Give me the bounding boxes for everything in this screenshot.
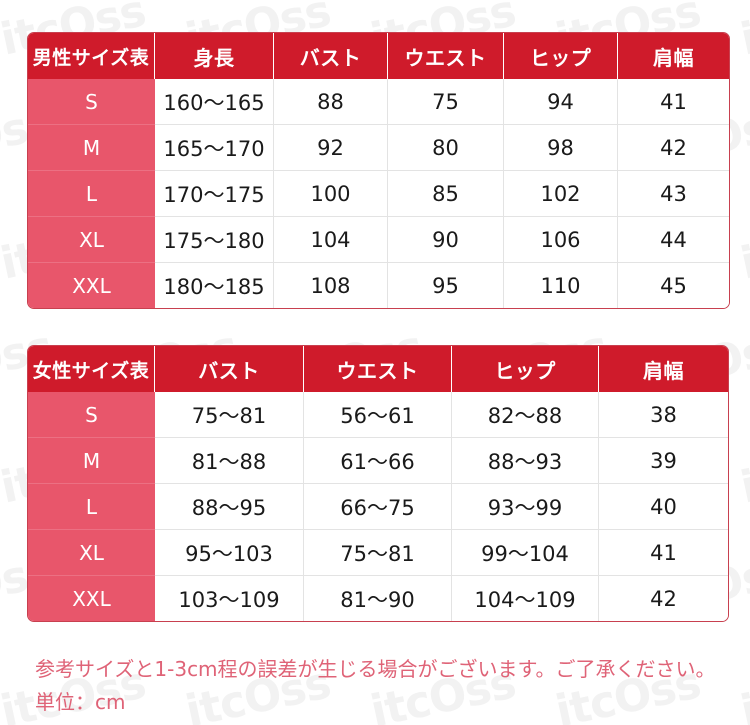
mens-size-table-block: 男性サイズ表 身長 バスト ウエスト ヒップ 肩幅 S 160～165 88 7…	[27, 32, 730, 309]
cell-hip: 110	[504, 263, 618, 308]
table-row: M 81～88 61～66 88～93 39	[28, 438, 728, 484]
size-label: L	[28, 484, 155, 530]
cell-hip: 82～88	[452, 392, 599, 438]
cell-bust: 104	[274, 217, 388, 263]
womens-size-table: 女性サイズ表 バスト ウエスト ヒップ 肩幅 S 75～81 56～61 82～…	[27, 345, 729, 622]
womens-header-bust: バスト	[155, 346, 304, 392]
cell-bust: 88	[274, 79, 388, 125]
cell-waist: 66～75	[304, 484, 452, 530]
cell-shoulder: 39	[599, 438, 728, 484]
cell-height: 175～180	[155, 217, 274, 263]
cell-height: 170～175	[155, 171, 274, 217]
size-label: XXL	[28, 576, 155, 621]
cell-hip: 88～93	[452, 438, 599, 484]
cell-bust: 95～103	[155, 530, 304, 576]
table-row: XL 95～103 75～81 99～104 41	[28, 530, 728, 576]
cell-bust: 81～88	[155, 438, 304, 484]
size-label: S	[28, 392, 155, 438]
womens-table-header: 女性サイズ表 バスト ウエスト ヒップ 肩幅	[28, 346, 728, 392]
cell-hip: 94	[504, 79, 618, 125]
note-tolerance: 参考サイズと1-3cm程の誤差が生じる場合がございます。ご了承ください。	[35, 657, 716, 681]
size-label: S	[28, 79, 155, 125]
size-label: M	[28, 438, 155, 484]
table-row: M 165～170 92 80 98 42	[28, 125, 729, 171]
cell-bust: 108	[274, 263, 388, 308]
note-unit: 単位：cm	[35, 690, 126, 714]
size-label: M	[28, 125, 155, 171]
table-gap-divider	[27, 309, 723, 345]
cell-hip: 98	[504, 125, 618, 171]
cell-shoulder: 44	[618, 217, 729, 263]
mens-header-bust: バスト	[274, 33, 388, 79]
table-row: XL 175～180 104 90 106 44	[28, 217, 729, 263]
cell-shoulder: 42	[599, 576, 728, 621]
cell-bust: 103～109	[155, 576, 304, 621]
cell-shoulder: 43	[618, 171, 729, 217]
cell-hip: 104～109	[452, 576, 599, 621]
table-row: XXL 103～109 81～90 104～109 42	[28, 576, 728, 621]
mens-table-body: S 160～165 88 75 94 41 M 165～170 92 80 98…	[28, 79, 729, 308]
cell-height: 165～170	[155, 125, 274, 171]
womens-size-table-block: 女性サイズ表 バスト ウエスト ヒップ 肩幅 S 75～81 56～61 82～…	[27, 345, 729, 622]
cell-height: 180～185	[155, 263, 274, 308]
cell-waist: 75	[388, 79, 504, 125]
cell-bust: 75～81	[155, 392, 304, 438]
size-label: XXL	[28, 263, 155, 308]
size-label: L	[28, 171, 155, 217]
mens-header-waist: ウエスト	[388, 33, 504, 79]
cell-waist: 80	[388, 125, 504, 171]
cell-height: 160～165	[155, 79, 274, 125]
cell-bust: 88～95	[155, 484, 304, 530]
table-row: S 160～165 88 75 94 41	[28, 79, 729, 125]
cell-bust: 100	[274, 171, 388, 217]
cell-hip: 99～104	[452, 530, 599, 576]
disclaimer-notes: 参考サイズと1-3cm程の誤差が生じる場合がございます。ご了承ください。 単位：…	[27, 653, 723, 719]
cell-shoulder: 41	[599, 530, 728, 576]
cell-shoulder: 40	[599, 484, 728, 530]
cell-waist: 61～66	[304, 438, 452, 484]
cell-waist: 85	[388, 171, 504, 217]
womens-header-hip: ヒップ	[452, 346, 599, 392]
mens-header-title: 男性サイズ表	[28, 33, 155, 79]
womens-header-shoulder: 肩幅	[599, 346, 728, 392]
cell-hip: 106	[504, 217, 618, 263]
cell-waist: 95	[388, 263, 504, 308]
mens-table-header: 男性サイズ表 身長 バスト ウエスト ヒップ 肩幅	[28, 33, 729, 79]
cell-hip: 93～99	[452, 484, 599, 530]
cell-shoulder: 42	[618, 125, 729, 171]
cell-waist: 56～61	[304, 392, 452, 438]
mens-header-height: 身長	[155, 33, 274, 79]
mens-size-table: 男性サイズ表 身長 バスト ウエスト ヒップ 肩幅 S 160～165 88 7…	[27, 32, 730, 309]
cell-bust: 92	[274, 125, 388, 171]
mens-header-shoulder: 肩幅	[618, 33, 729, 79]
size-label: XL	[28, 217, 155, 263]
womens-header-title: 女性サイズ表	[28, 346, 155, 392]
womens-table-body: S 75～81 56～61 82～88 38 M 81～88 61～66 88～…	[28, 392, 728, 621]
womens-header-waist: ウエスト	[304, 346, 452, 392]
table-header-row: 男性サイズ表 身長 バスト ウエスト ヒップ 肩幅	[28, 33, 729, 79]
cell-waist: 75～81	[304, 530, 452, 576]
size-label: XL	[28, 530, 155, 576]
cell-shoulder: 41	[618, 79, 729, 125]
table-row: L 170～175 100 85 102 43	[28, 171, 729, 217]
cell-hip: 102	[504, 171, 618, 217]
table-row: L 88～95 66～75 93～99 40	[28, 484, 728, 530]
cell-shoulder: 38	[599, 392, 728, 438]
table-row: S 75～81 56～61 82～88 38	[28, 392, 728, 438]
mens-header-hip: ヒップ	[504, 33, 618, 79]
cell-shoulder: 45	[618, 263, 729, 308]
cell-waist: 81～90	[304, 576, 452, 621]
cell-waist: 90	[388, 217, 504, 263]
table-row: XXL 180～185 108 95 110 45	[28, 263, 729, 308]
table-header-row: 女性サイズ表 バスト ウエスト ヒップ 肩幅	[28, 346, 728, 392]
